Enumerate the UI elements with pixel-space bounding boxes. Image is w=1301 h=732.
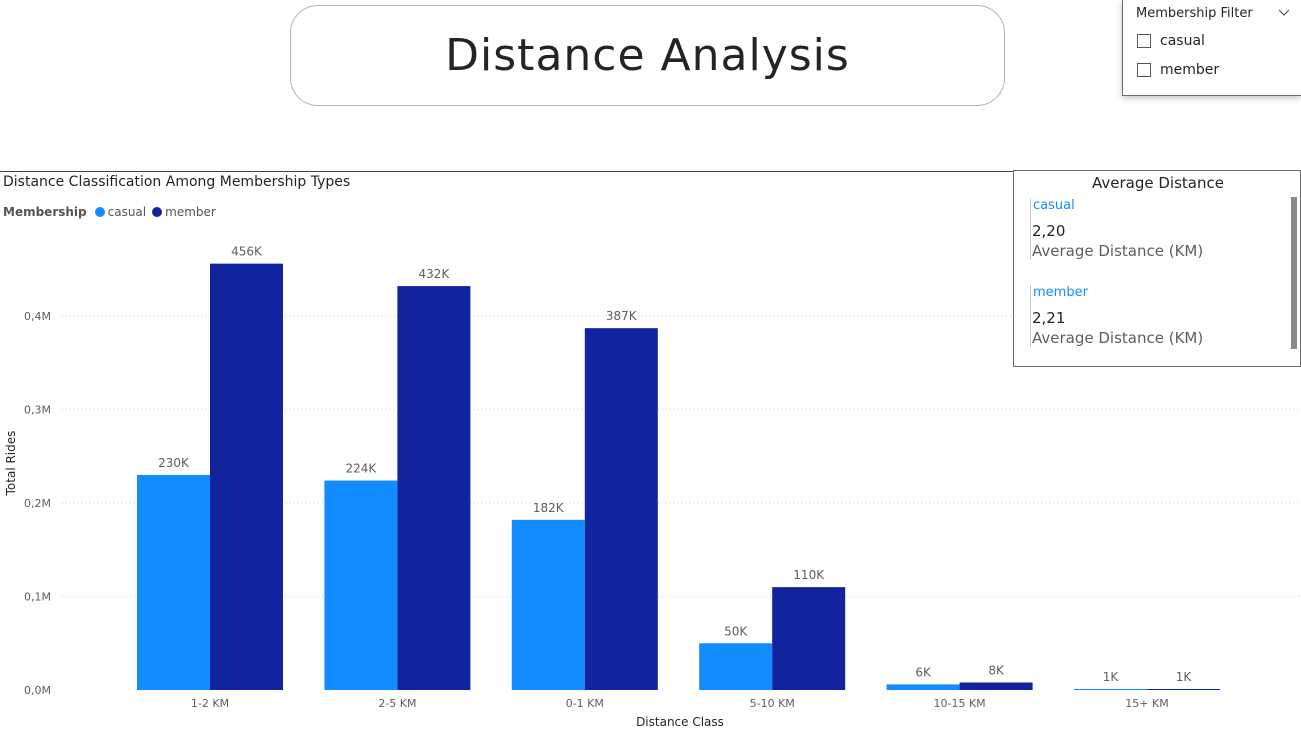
y-tick-label: 0,0M <box>24 684 51 697</box>
page-title: Distance Analysis <box>445 30 850 81</box>
average-distance-card: Average Distance casual 2,20 Average Dis… <box>1013 170 1301 367</box>
card-category: casual <box>1033 198 1075 213</box>
data-label: 1K <box>1176 670 1193 684</box>
chart-divider <box>0 171 1301 172</box>
data-label: 387K <box>606 309 638 323</box>
legend-dot-member <box>152 207 163 217</box>
y-tick-label: 0,3M <box>24 404 51 417</box>
x-axis-title: Distance Class <box>636 715 724 729</box>
data-label: 8K <box>988 664 1005 678</box>
bar-member <box>772 587 846 690</box>
legend-dot-casual <box>94 207 105 217</box>
x-tick-label: 10-15 KM <box>934 697 986 710</box>
y-tick-label: 0,1M <box>24 591 51 604</box>
bar-casual <box>1074 689 1147 690</box>
data-label: 182K <box>533 501 565 515</box>
y-tick-label: 0,4M <box>24 310 51 323</box>
card-label: Average Distance (KM) <box>1032 242 1204 260</box>
bar-member <box>1147 689 1220 690</box>
bar-casual <box>886 684 960 690</box>
data-label: 456K <box>231 245 263 259</box>
bar-casual <box>137 474 210 690</box>
bar-member <box>397 286 471 690</box>
data-label: 110K <box>793 568 825 582</box>
x-tick-label: 1-2 KM <box>191 697 229 710</box>
x-tick-label: 0-1 KM <box>566 697 604 710</box>
bar-member <box>584 328 658 690</box>
data-label: 224K <box>346 462 378 476</box>
data-label: 432K <box>419 267 451 281</box>
card-value: 2,21 <box>1032 309 1066 327</box>
x-tick-label: 15+ KM <box>1125 697 1168 710</box>
casual-checkbox[interactable] <box>1137 34 1151 48</box>
x-tick-label: 2-5 KM <box>378 697 416 710</box>
y-tick-label: 0,2M <box>24 497 51 510</box>
legend-title: Membership <box>3 205 87 219</box>
legend-item-member[interactable]: member <box>152 205 216 219</box>
card-category: member <box>1033 285 1088 300</box>
data-label: 6K <box>915 665 932 679</box>
legend-label-member: member <box>165 205 216 219</box>
card-scrollbar[interactable] <box>1291 197 1297 349</box>
data-label: 1K <box>1103 670 1120 684</box>
card-value: 2,20 <box>1032 222 1066 240</box>
legend-item-casual[interactable]: casual <box>94 205 147 219</box>
x-tick-label: 5-10 KM <box>750 697 795 710</box>
bar-member <box>959 682 1033 690</box>
filter-title: Membership Filter <box>1136 6 1253 21</box>
card-item-member: member 2,21 Average Distance (KM) <box>1030 285 1203 347</box>
membership-filter: Membership Filter casual member <box>1122 0 1301 96</box>
data-label: 230K <box>158 456 190 470</box>
chart-legend: Membership casual member <box>3 205 222 219</box>
chevron-down-icon[interactable] <box>1277 8 1291 18</box>
filter-option-member[interactable]: member <box>1137 62 1219 78</box>
bar-casual <box>511 519 585 690</box>
y-axis-title: Total Rides <box>4 431 18 497</box>
member-checkbox[interactable] <box>1137 63 1151 77</box>
card-label: Average Distance (KM) <box>1032 329 1204 347</box>
filter-option-label: casual <box>1160 33 1205 49</box>
legend-label-casual: casual <box>107 205 147 219</box>
data-label: 50K <box>724 624 748 638</box>
card-title: Average Distance <box>1092 174 1224 192</box>
bar-member <box>210 263 283 690</box>
chart-title: Distance Classification Among Membership… <box>3 174 351 190</box>
page-title-box: Distance Analysis <box>290 5 1005 106</box>
bar-casual <box>324 480 398 690</box>
filter-option-casual[interactable]: casual <box>1137 33 1205 49</box>
filter-option-label: member <box>1160 62 1220 78</box>
bar-casual <box>699 643 773 690</box>
card-item-casual: casual 2,20 Average Distance (KM) <box>1030 198 1203 260</box>
